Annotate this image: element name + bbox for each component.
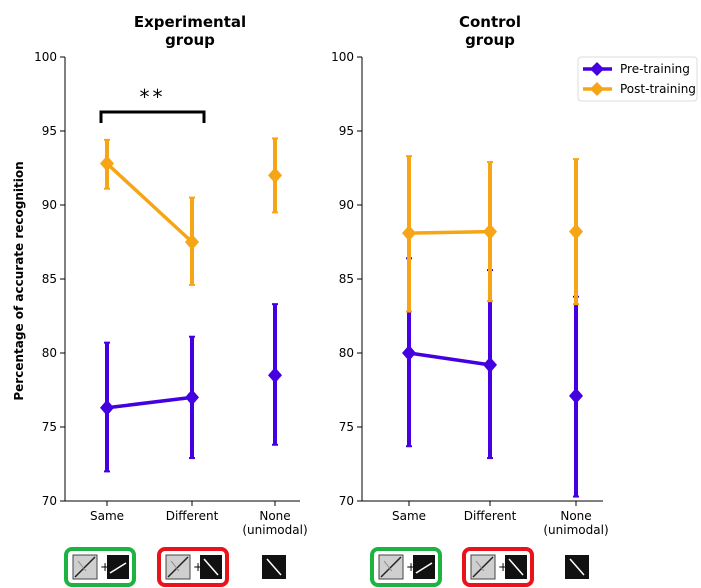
y-tick-label: 95 [339,124,354,138]
series-pre-training [100,303,282,473]
visual-noise [475,560,485,572]
matching-line [109,562,127,574]
y-tick-label: 80 [42,346,57,360]
y-tick-label: 95 [42,124,57,138]
series-pre-training [402,257,583,498]
data-point [402,345,416,361]
single-line-icon [565,555,589,579]
series-post-training [100,137,282,286]
data-point [185,389,199,406]
data-point [185,234,199,250]
visual-plus-different-line-icon: + [462,547,534,587]
different-line [508,558,524,576]
series-line [408,351,491,367]
different-line [203,558,219,576]
legend-marker [590,62,604,76]
single-line [569,558,585,576]
series-line [408,229,491,235]
data-point [100,155,114,172]
visual-line [472,556,494,578]
x-tick-label: Different [166,509,219,523]
legend-marker [590,82,604,96]
y-tick-label: 90 [339,198,354,212]
panel-title-line: group [165,31,215,49]
y-tick-label: 75 [42,420,57,434]
single-line-icon [262,555,286,579]
plus-sign: + [100,560,110,574]
line-tile [413,555,435,579]
y-tick-label: 80 [339,346,354,360]
data-point [268,167,282,184]
y-tick-label: 100 [331,50,354,64]
series-line [106,395,193,410]
data-point [483,223,497,240]
single-line [266,558,282,576]
matching-line [415,562,433,574]
line-tile [107,555,129,579]
x-tick-label: Different [464,509,517,523]
series-post-training [402,155,583,313]
series-line [105,162,194,244]
y-tick-label: 90 [42,198,57,212]
significance-bracket [99,110,206,123]
y-axis-title: Percentage of accurate recognition [12,161,26,400]
significance-label: ** [140,85,166,109]
panel-title-line: Experimental [134,13,246,31]
visual-line [74,556,96,578]
x-tick-label: None [259,509,290,523]
x-tick-label: Same [90,509,124,523]
data-point [100,399,114,416]
data-point [569,387,583,404]
panel-title-line: Control [459,13,521,31]
data-point [402,225,416,242]
x-tick-label: None [560,509,591,523]
x-tick-label: Same [392,509,426,523]
visual-noise [170,560,180,572]
y-tick-label: 75 [339,420,354,434]
panel-title-line: group [465,31,515,49]
visual-plus-different-line-icon: + [157,547,229,587]
plus-sign: + [193,560,203,574]
visual-plus-matching-line-icon: + [64,547,136,587]
legend: Pre-training Post-training [577,56,698,102]
visual-plus-matching-line-icon: + [370,547,442,587]
y-tick-label: 85 [42,272,57,286]
visual-noise [77,560,87,572]
legend-label: Post-training [620,82,696,96]
data-point [268,367,282,384]
x-tick-label: (unimodal) [242,523,307,537]
legend-label: Pre-training [620,62,690,76]
x-tick-label: (unimodal) [543,523,608,537]
y-tick-label: 100 [34,50,57,64]
plus-sign: + [498,560,508,574]
visual-line [380,556,402,578]
visual-noise [383,560,393,572]
y-tick-label: 70 [339,494,354,508]
visual-line [167,556,189,578]
data-point [569,223,583,240]
data-point [483,356,497,373]
y-tick-label: 70 [42,494,57,508]
y-tick-label: 85 [339,272,354,286]
plus-sign: + [406,560,416,574]
